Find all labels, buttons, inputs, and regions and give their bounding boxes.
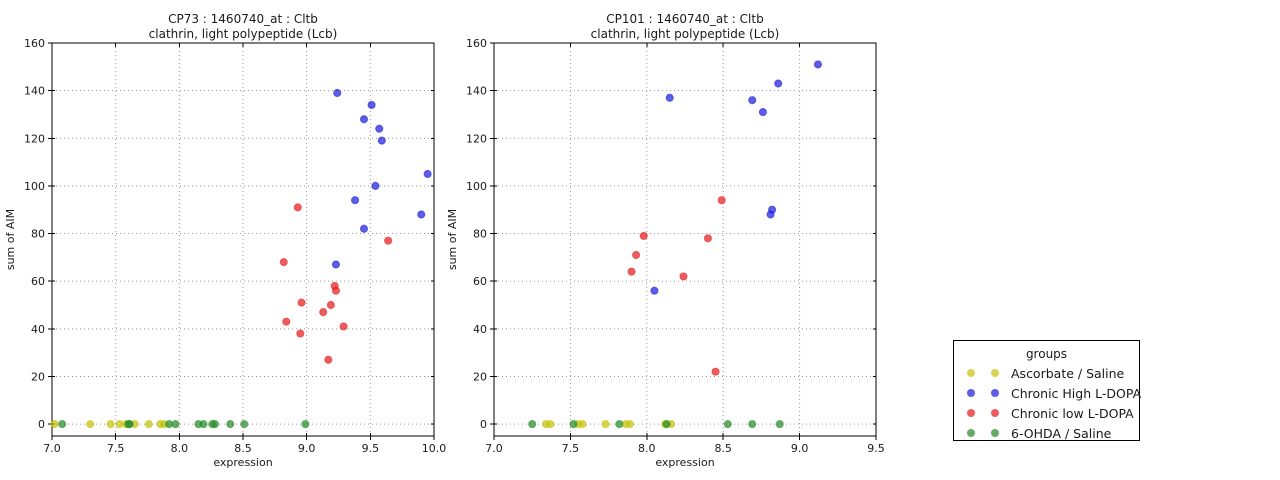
legend-label: Ascorbate / Saline — [1011, 365, 1125, 381]
scatter-marker-icon — [991, 369, 999, 377]
svg-text:8.5: 8.5 — [714, 442, 732, 455]
legend-label: Chronic low L-DOPA — [1011, 405, 1134, 421]
svg-text:80: 80 — [473, 228, 487, 241]
svg-text:sum of AIM: sum of AIM — [446, 209, 459, 270]
svg-text:CP101 : 1460740_at : Cltb: CP101 : 1460740_at : Cltb — [606, 12, 763, 26]
svg-text:160: 160 — [24, 37, 45, 50]
legend-label: 6-OHDA / Saline — [1011, 425, 1112, 441]
scatter-marker-icon — [967, 389, 975, 397]
svg-text:clathrin, light polypeptide (L: clathrin, light polypeptide (Lcb) — [591, 27, 780, 41]
svg-text:9.0: 9.0 — [791, 442, 809, 455]
scatter-marker-icon — [991, 409, 999, 417]
scatter-plot-cp101: 7.0 7.5 8.0 8.5 9.0 9.5 0 20 40 60 80 100 120 140 160 C… — [446, 12, 885, 469]
svg-text:7.0: 7.0 — [485, 442, 503, 455]
svg-text:40: 40 — [31, 323, 45, 336]
svg-text:9.5: 9.5 — [867, 442, 885, 455]
svg-text:7.0: 7.0 — [43, 442, 61, 455]
scatter-plot-cp73: 7.0 7.5 8.0 8.5 9.0 9.5 10.0 0 20 40 60 80 100 120 140… — [4, 12, 447, 469]
legend-item-6ohda-saline: 6-OHDA / Saline — [954, 423, 1139, 443]
svg-text:140: 140 — [466, 85, 487, 98]
legend-item-ascorbate-saline: Ascorbate / Saline — [954, 363, 1139, 383]
svg-text:20: 20 — [31, 370, 45, 383]
svg-text:7.5: 7.5 — [562, 442, 580, 455]
svg-text:120: 120 — [24, 132, 45, 145]
svg-text:100: 100 — [466, 180, 487, 193]
svg-text:8.0: 8.0 — [638, 442, 656, 455]
svg-text:0: 0 — [38, 418, 45, 431]
svg-text:9.0: 9.0 — [298, 442, 316, 455]
svg-text:20: 20 — [473, 370, 487, 383]
scatter-marker-icon — [967, 409, 975, 417]
svg-text:sum of AIM: sum of AIM — [4, 209, 17, 270]
svg-text:160: 160 — [466, 37, 487, 50]
svg-text:80: 80 — [31, 228, 45, 241]
svg-text:8.0: 8.0 — [171, 442, 189, 455]
scatter-marker-icon — [967, 429, 975, 437]
scatter-marker-icon — [967, 369, 975, 377]
svg-text:9.5: 9.5 — [362, 442, 380, 455]
legend-box: groups Ascorbate / Saline Chronic High L… — [953, 340, 1142, 443]
svg-text:60: 60 — [473, 275, 487, 288]
legend-item-chronic-low-ldopa: Chronic low L-DOPA — [954, 403, 1139, 423]
svg-text:10.0: 10.0 — [422, 442, 447, 455]
svg-text:7.5: 7.5 — [107, 442, 125, 455]
svg-text:100: 100 — [24, 180, 45, 193]
svg-text:120: 120 — [466, 132, 487, 145]
scatter-marker-icon — [991, 429, 999, 437]
scatter-marker-icon — [991, 389, 999, 397]
svg-text:0: 0 — [480, 418, 487, 431]
svg-text:140: 140 — [24, 85, 45, 98]
svg-text:clathrin, light polypeptide (L: clathrin, light polypeptide (Lcb) — [149, 27, 338, 41]
svg-text:60: 60 — [31, 275, 45, 288]
svg-text:expression: expression — [655, 456, 714, 469]
legend-item-chronic-high-ldopa: Chronic High L-DOPA — [954, 383, 1142, 403]
legend-label: Chronic High L-DOPA — [1011, 385, 1142, 401]
svg-text:8.5: 8.5 — [234, 442, 252, 455]
svg-text:CP73 : 1460740_at : Cltb: CP73 : 1460740_at : Cltb — [168, 12, 318, 26]
legend-title: groups — [1025, 347, 1068, 361]
svg-text:expression: expression — [213, 456, 272, 469]
svg-text:40: 40 — [473, 323, 487, 336]
